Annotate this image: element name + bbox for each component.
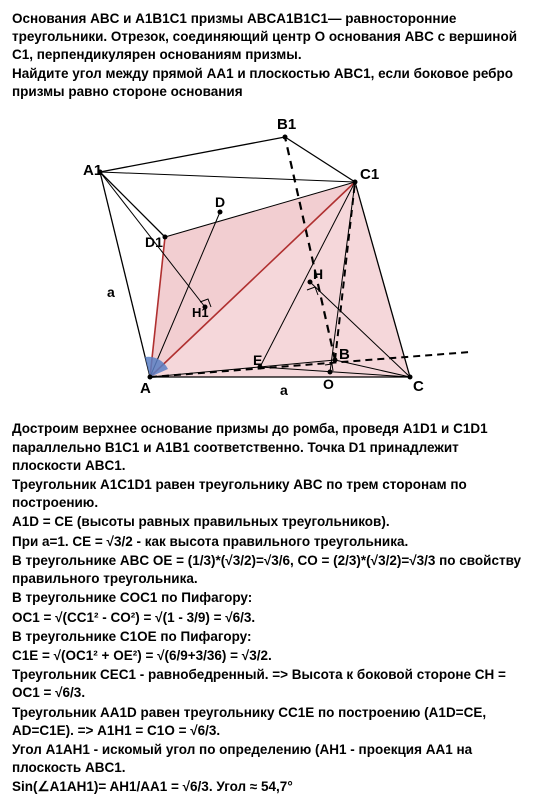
lbl-C: C — [413, 378, 424, 395]
sol-12: Угол A1AH1 - искомый угол по определению… — [12, 741, 528, 777]
figure-container: A B C A1 B1 C1 D D1 E H H1 O a a — [12, 107, 528, 412]
edge-A1D1 — [100, 172, 165, 237]
sol-7: OC1 = √(CC1² - CO²) = √(1 - 3/9) = √6/3. — [12, 609, 528, 627]
sol-11: Треугольник AA1D равен треугольнику CC1E… — [12, 704, 528, 740]
pt-C — [408, 375, 413, 380]
pt-B — [333, 358, 338, 363]
pt-A — [148, 375, 153, 380]
pt-D1 — [163, 235, 168, 240]
edge-A1B1 — [100, 137, 285, 172]
sol-8: В треугольнике C1OE по Пифагору: — [12, 628, 528, 646]
sol-6: В треугольнике COC1 по Пифагору: — [12, 589, 528, 607]
lbl-H: H — [313, 266, 323, 282]
lbl-A1: A1 — [83, 162, 102, 179]
edge-B1C1 — [285, 137, 355, 182]
lbl-D: D — [215, 194, 225, 210]
pt-D — [218, 210, 223, 215]
pt-B1 — [283, 135, 288, 140]
lbl-C1: C1 — [360, 166, 379, 183]
lbl-E: E — [253, 352, 262, 368]
solution-text: Достроим верхнее основание призмы до ром… — [12, 420, 528, 796]
lbl-H1: H1 — [192, 305, 209, 320]
sol-10: Треугольник CEC1 - равнобедренный. => Вы… — [12, 666, 528, 702]
edge-A1C1 — [100, 172, 355, 182]
lbl-B1: B1 — [277, 116, 296, 133]
lbl-D1: D1 — [145, 234, 163, 250]
sol-5: В треугольнике ABC OE = (1/3)*(√3/2)=√3/… — [12, 552, 528, 588]
pt-H — [308, 280, 313, 285]
lbl-a-left: a — [107, 284, 115, 300]
geometry-figure: A B C A1 B1 C1 D D1 E H H1 O a a — [55, 107, 485, 407]
sol-9: C1E = √(OC1² + OE²) = √(6/9+3/36) = √3/2… — [12, 647, 528, 665]
problem-line-1: Основания ABC и A1B1C1 призмы ABCA1B1C1—… — [12, 10, 528, 65]
pt-C1 — [353, 180, 358, 185]
sol-4: При a=1. CE = √3/2 - как высота правильн… — [12, 533, 528, 551]
problem-line-2: Найдите угол между прямой AA1 и плоскост… — [12, 65, 528, 101]
lbl-O: O — [323, 376, 334, 392]
pt-O — [328, 370, 333, 375]
lbl-B: B — [339, 346, 350, 363]
sol-13: Sin(∠A1AH1)= AH1/AA1 = √6/3. Угол ≈ 54,7… — [12, 778, 528, 796]
sol-3: A1D = CE (высоты равных правильных треуг… — [12, 513, 528, 531]
sol-1: Достроим верхнее основание призмы до ром… — [12, 420, 528, 475]
sol-2: Треугольник A1C1D1 равен треугольнику AB… — [12, 476, 528, 512]
edge-AA1 — [100, 172, 150, 377]
problem-statement: Основания ABC и A1B1C1 призмы ABCA1B1C1—… — [12, 10, 528, 101]
lbl-a-bottom: a — [280, 382, 288, 398]
lbl-A: A — [140, 380, 151, 397]
